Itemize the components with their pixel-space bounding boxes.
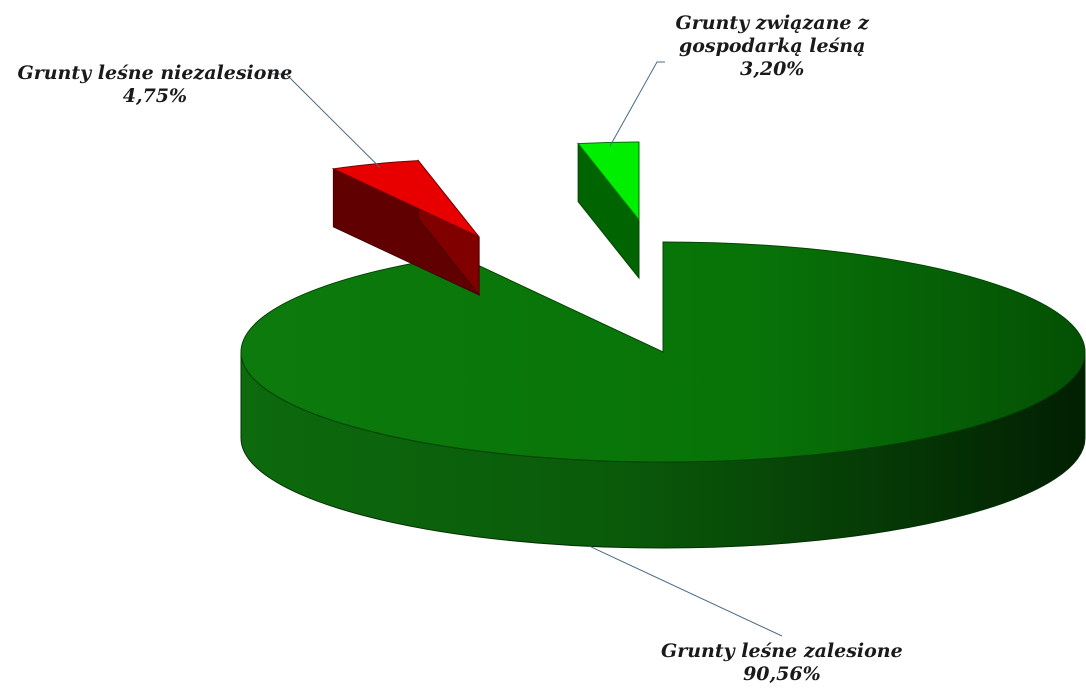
leader-line-2: [609, 61, 665, 147]
slice-label-name-0-0: Grunty leśne zalesione: [661, 640, 903, 662]
leader-lines: [272, 61, 783, 637]
leader-line-0: [589, 545, 783, 637]
slice-0: [240, 241, 1086, 463]
slice-label-name-2-0: Grunty związane z: [675, 12, 869, 34]
slice-2: [577, 141, 640, 222]
slice-label-name-2-1: gospodarką leśną: [678, 35, 866, 57]
pie-slices: [240, 141, 1086, 549]
slice-value-label-2: 3,20%: [740, 58, 805, 80]
leader-line-1: [272, 73, 381, 168]
slice-label-0: Grunty leśne zalesione 90,56%: [661, 640, 903, 686]
slice-label-name-1-0: Grunty leśne niezalesione: [17, 62, 293, 84]
slice-value-label-0: 90,56%: [743, 663, 821, 685]
slice-label-1: Grunty leśne niezalesione 4,75%: [18, 62, 293, 108]
slice-1: [331, 160, 480, 238]
slice-label-2: Grunty związane z gospodarką leśną 3,20%: [676, 12, 869, 81]
slice-value-label-1: 4,75%: [122, 85, 188, 107]
